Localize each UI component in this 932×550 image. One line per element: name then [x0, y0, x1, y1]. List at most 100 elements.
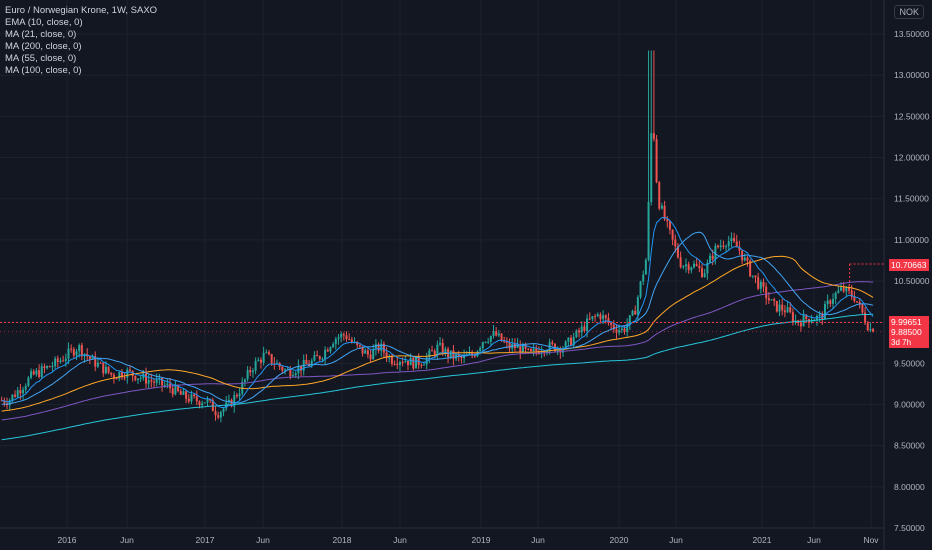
candle-body — [580, 326, 583, 333]
candle-body — [412, 357, 415, 369]
candle-body — [96, 362, 99, 367]
candle-body — [145, 373, 148, 384]
candle-body — [762, 281, 765, 287]
candle-body — [203, 402, 206, 404]
candle-body — [230, 399, 233, 407]
x-tick-label: Jun — [807, 535, 821, 545]
x-tick-label: 2017 — [196, 535, 215, 545]
candle-body — [350, 339, 353, 343]
candle-body — [481, 342, 484, 349]
candle-body — [187, 398, 190, 402]
legend-ema10[interactable]: EMA (10, close, 0) — [5, 17, 83, 28]
candle-body — [91, 356, 94, 359]
candle-body — [578, 330, 581, 333]
y-tick-label: 7.50000 — [894, 523, 925, 533]
currency-badge[interactable]: NOK — [894, 5, 924, 19]
legend-ma55[interactable]: MA (55, close, 0) — [5, 53, 77, 64]
candle-body — [161, 378, 164, 386]
legend-ma100[interactable]: MA (100, close, 0) — [5, 65, 82, 76]
candle-body — [318, 356, 321, 360]
x-tick-label: 2016 — [58, 535, 77, 545]
candle-body — [3, 400, 6, 404]
candle-body — [88, 356, 91, 359]
candle-body — [380, 343, 383, 351]
x-tick-label: 2021 — [753, 535, 772, 545]
candle-body — [72, 349, 75, 356]
x-tick-label: Jun — [120, 535, 134, 545]
candle-body — [128, 369, 131, 371]
candle-body — [342, 333, 345, 336]
candle-body — [233, 395, 236, 407]
candle-body — [607, 318, 610, 323]
candle-body — [658, 182, 661, 209]
candle-body — [131, 370, 134, 376]
candle-body — [802, 314, 805, 327]
candle-body — [153, 381, 156, 383]
candle-body — [270, 354, 273, 364]
candle-body — [679, 257, 682, 268]
candle-body — [334, 338, 337, 345]
candle-body — [489, 335, 492, 342]
candle-body — [219, 412, 222, 418]
x-tick-label: 2019 — [472, 535, 491, 545]
candle-body — [484, 341, 487, 343]
candle-body — [292, 375, 295, 377]
candle-body — [147, 380, 150, 384]
candle-body — [222, 408, 225, 413]
legend-title: Euro / Norwegian Krone, 1W, SAXO — [5, 5, 158, 16]
candle-body — [805, 314, 808, 320]
candle-body — [612, 324, 615, 330]
candle-body — [457, 354, 460, 357]
candle-body — [674, 239, 677, 247]
candle-body — [94, 356, 97, 367]
candle-body — [396, 363, 399, 365]
candle-body — [142, 373, 145, 378]
candle-body — [372, 349, 375, 360]
candle-body — [206, 399, 209, 403]
candle-body — [666, 219, 669, 222]
candle-body — [406, 361, 409, 366]
high-price-tag: 10.70663 — [889, 259, 929, 271]
legend-ma21[interactable]: MA (21, close, 0) — [5, 29, 77, 40]
candle-body — [505, 341, 508, 343]
legend-ma200[interactable]: MA (200, close, 0) — [5, 41, 82, 52]
candle-body — [139, 377, 142, 379]
candle-body — [626, 324, 629, 332]
candle-body — [150, 380, 153, 382]
bar-countdown-tag: 3d 7h — [889, 337, 929, 348]
candle-body — [377, 344, 380, 351]
candle-body — [300, 365, 303, 371]
level-price-tag: 9.99651 — [889, 316, 929, 328]
candle-body — [439, 342, 442, 345]
candle-body — [781, 304, 784, 311]
candle-body — [564, 341, 567, 349]
candle-body — [671, 229, 674, 240]
candle-body — [340, 333, 343, 338]
candle-body — [786, 307, 789, 313]
candle-body — [695, 263, 698, 266]
candle-body — [324, 349, 327, 359]
candle-body — [850, 290, 853, 297]
candle-body — [789, 307, 792, 313]
candle-body — [398, 362, 401, 365]
candle-body — [254, 360, 257, 371]
candle-body — [706, 262, 709, 274]
ma21-line — [1, 231, 874, 405]
y-tick-label: 8.50000 — [894, 441, 925, 451]
candle-body — [634, 310, 637, 315]
candle-body — [791, 312, 794, 322]
candle-body — [14, 394, 17, 397]
candle-body — [818, 314, 821, 316]
candle-body — [730, 237, 733, 242]
candle-body — [388, 356, 391, 359]
candle-body — [316, 355, 319, 357]
candle-body — [495, 331, 498, 336]
candle-body — [190, 394, 193, 402]
candle-body — [243, 379, 246, 382]
candle-body — [575, 330, 578, 337]
y-tick-label: 9.00000 — [894, 400, 925, 410]
candle-body — [754, 275, 757, 278]
candle-body — [545, 351, 548, 353]
candle-body — [773, 299, 776, 302]
